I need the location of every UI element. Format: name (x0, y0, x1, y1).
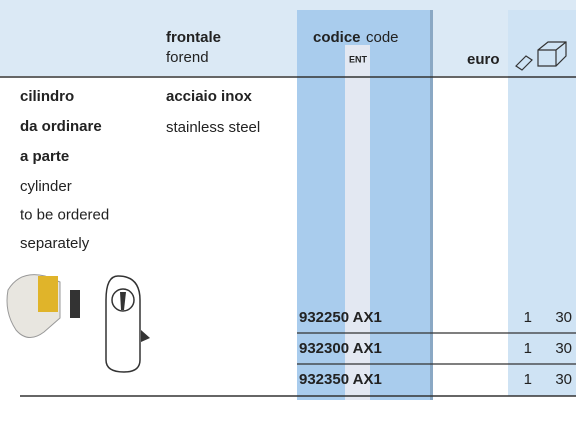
article-code: 932250 AX1 (299, 309, 382, 326)
box-icon (537, 41, 567, 67)
header-band (0, 0, 576, 76)
quantity: 1 (524, 309, 532, 326)
column-shadow (430, 10, 433, 400)
description-line: to be ordered (20, 206, 109, 223)
header-code: codice (313, 29, 361, 46)
pack: 30 (555, 371, 572, 388)
description-line: da ordinare (20, 118, 102, 135)
header-forend: frontale (166, 29, 221, 46)
pack: 30 (555, 309, 572, 326)
type-stripe (345, 45, 370, 400)
article-code: 932350 AX1 (299, 371, 382, 388)
material-it: acciaio inox (166, 88, 253, 105)
header-forend-en: forend (166, 49, 209, 66)
description-line: a parte (20, 148, 69, 165)
pack-column (508, 10, 576, 396)
description-line: cilindro (20, 88, 74, 105)
material-en: stainless steel (166, 119, 260, 136)
description-line: separately (20, 235, 90, 252)
header-code-en: code (366, 29, 399, 46)
quantity: 1 (524, 371, 532, 388)
eraser-icon (515, 55, 533, 71)
pack: 30 (555, 340, 572, 357)
description-line: cylinder (20, 178, 72, 195)
header-type: ENT (349, 54, 368, 64)
quantity: 1 (524, 340, 532, 357)
lock-illustration (6, 274, 150, 373)
header-price: euro (467, 51, 500, 68)
article-code: 932300 AX1 (299, 340, 382, 357)
